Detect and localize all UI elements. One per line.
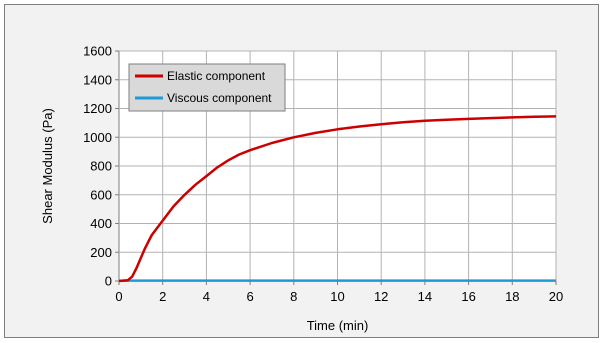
x-tick-label: 4 xyxy=(203,289,210,304)
legend: Elastic component Viscous component xyxy=(128,63,286,112)
y-tick-label: 200 xyxy=(90,245,112,260)
x-tick-label: 2 xyxy=(159,289,166,304)
y-tick-label: 400 xyxy=(90,216,112,231)
y-tick-label: 1200 xyxy=(83,101,112,116)
x-tick-label: 18 xyxy=(505,289,519,304)
x-tick-label: 10 xyxy=(330,289,344,304)
series-layer xyxy=(118,115,557,283)
y-tick-label: 0 xyxy=(105,274,112,289)
x-tick-label: 6 xyxy=(246,289,253,304)
y-tick-label: 1400 xyxy=(83,72,112,87)
y-tick-label: 1600 xyxy=(83,44,112,59)
y-tick-label: 600 xyxy=(90,187,112,202)
legend-label-viscous: Viscous component xyxy=(167,91,272,105)
x-tick-label: 14 xyxy=(418,289,432,304)
legend-label-elastic: Elastic component xyxy=(167,69,266,83)
x-tick-label: 8 xyxy=(290,289,297,304)
x-tick-label: 20 xyxy=(549,289,563,304)
y-axis-title: Shear Modulus (Pa) xyxy=(40,108,55,224)
series-line-elastic xyxy=(118,115,557,283)
y-tick-label: 1000 xyxy=(83,130,112,145)
x-tick-label: 12 xyxy=(374,289,388,304)
x-tick-label: 0 xyxy=(115,289,122,304)
y-tick-label: 800 xyxy=(90,159,112,174)
grid-lines xyxy=(119,50,557,281)
legend-box xyxy=(128,63,286,112)
x-axis-title: Time (min) xyxy=(307,318,369,333)
x-tick-label: 16 xyxy=(461,289,475,304)
axis-ticks: 0 2 4 6 8 10 12 14 16 18 2002004006008001000120014… xyxy=(83,44,563,305)
